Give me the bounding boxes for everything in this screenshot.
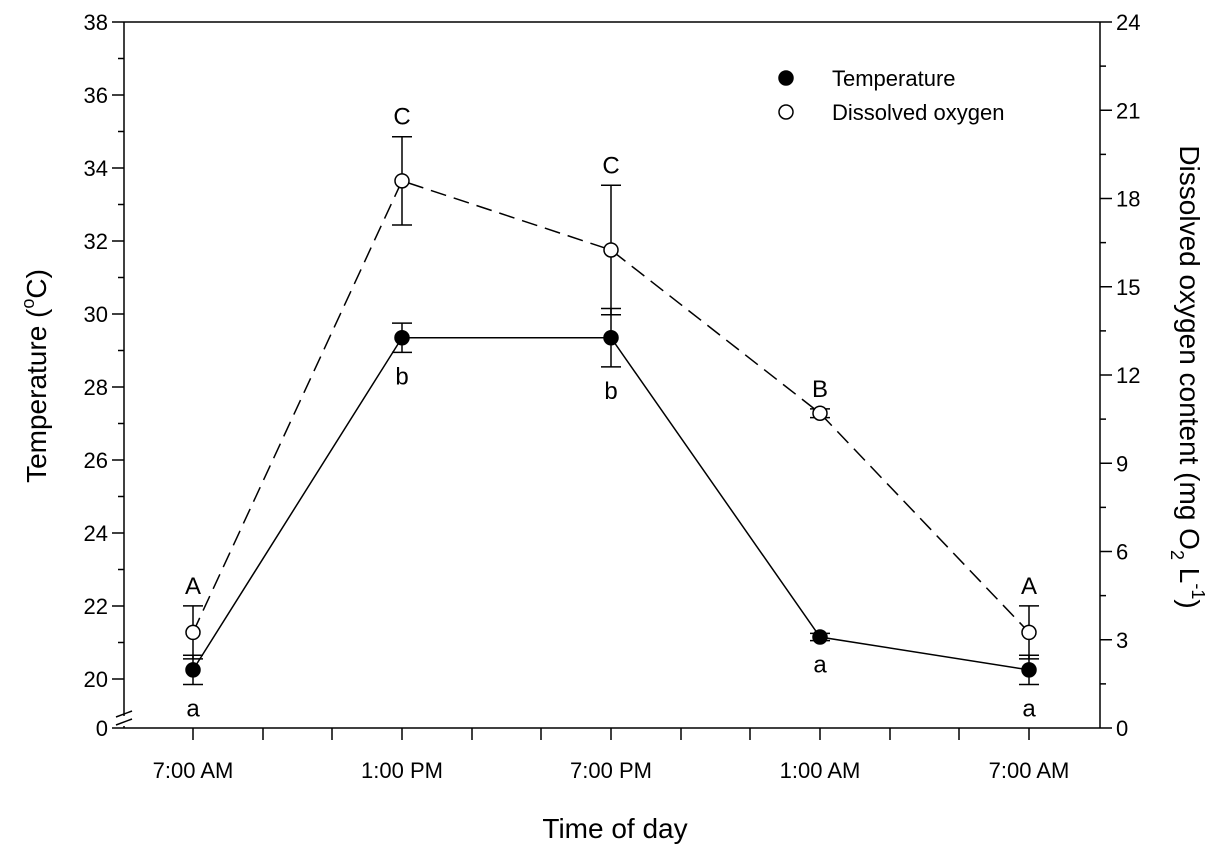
series-line-dissolved-oxygen [192,179,1030,633]
data-point-dissolved-oxygen [603,242,619,258]
sig-label-dissolved-oxygen: C [602,152,619,179]
left-axis: 20 22 24 26 28 30 32 34 36 38 0 [84,10,124,741]
x-axis-title: Time of day [542,813,687,844]
axis-break-mark-upper [115,710,133,718]
left-tick-label: 36 [84,83,108,108]
sig-label-temperature: b [395,363,408,390]
left-tick-label: 24 [84,521,108,546]
legend-label-temperature: Temperature [832,66,956,91]
sig-label-temperature: a [1022,695,1036,722]
sig-label-dissolved-oxygen: B [812,376,828,403]
data-point-dissolved-oxygen [185,624,201,641]
sig-label-temperature: a [186,695,200,722]
sig-label-temperature: b [604,378,617,405]
sig-label-dissolved-oxygen: C [393,104,410,131]
sig-label-dissolved-oxygen: A [1021,573,1037,600]
data-point-temperature [603,329,619,346]
legend: Temperature Dissolved oxygen [778,66,1004,125]
left-tick-label: 20 [84,667,108,692]
right-tick-label: 9 [1116,451,1128,476]
x-tick-label: 7:00 PM [570,758,652,783]
data-point-temperature [1021,662,1037,678]
data-point-temperature [185,662,201,678]
left-tick-label: 32 [84,229,108,254]
right-tick-label: 21 [1116,98,1140,123]
left-tick-label: 26 [84,448,108,473]
sig-label-temperature: a [813,652,827,679]
left-tick-label: 22 [84,594,108,619]
legend-marker-dissolved-oxygen [778,104,794,120]
x-tick-label: 7:00 AM [989,758,1070,783]
plot-frame [115,21,1101,729]
data-point-dissolved-oxygen [1021,624,1037,641]
data-point-dissolved-oxygen [394,173,410,189]
right-tick-label: 6 [1116,540,1128,565]
legend-label-dissolved-oxygen: Dissolved oxygen [832,100,1004,125]
sig-label-dissolved-oxygen: A [185,573,201,600]
x-axis: 7:00 AM 1:00 PM 7:00 PM 1:00 AM 7:00 AM [153,728,1070,783]
error-bars [183,135,1039,686]
axis-break-mark-lower [115,718,133,726]
right-tick-label: 15 [1116,275,1140,300]
data-point-dissolved-oxygen [812,405,828,421]
right-tick-label: 3 [1116,628,1128,653]
data-point-temperature [394,329,410,346]
right-axis-title: Dissolved oxygen content (mg O2 L-1) [1167,145,1208,608]
data-points [185,173,1037,678]
data-point-temperature [812,629,828,645]
x-tick-label: 1:00 PM [361,758,443,783]
left-tick-label: 30 [84,302,108,327]
right-tick-label: 12 [1116,363,1140,388]
x-tick-label: 7:00 AM [153,758,234,783]
right-tick-label: 0 [1116,716,1128,741]
x-tick-label: 1:00 AM [780,758,861,783]
right-tick-label: 18 [1116,187,1140,212]
legend-marker-temperature [778,70,794,86]
right-axis: 0 3 6 9 12 15 18 21 24 [1100,10,1140,741]
left-tick-label: 0 [96,716,108,741]
right-tick-label: 24 [1116,10,1140,35]
left-tick-label: 38 [84,10,108,35]
left-tick-label: 34 [84,156,108,181]
left-axis-title: Temperature (oC) [18,269,52,483]
left-tick-label: 28 [84,375,108,400]
significance-labels: a b b a a A C C B A [185,104,1037,723]
